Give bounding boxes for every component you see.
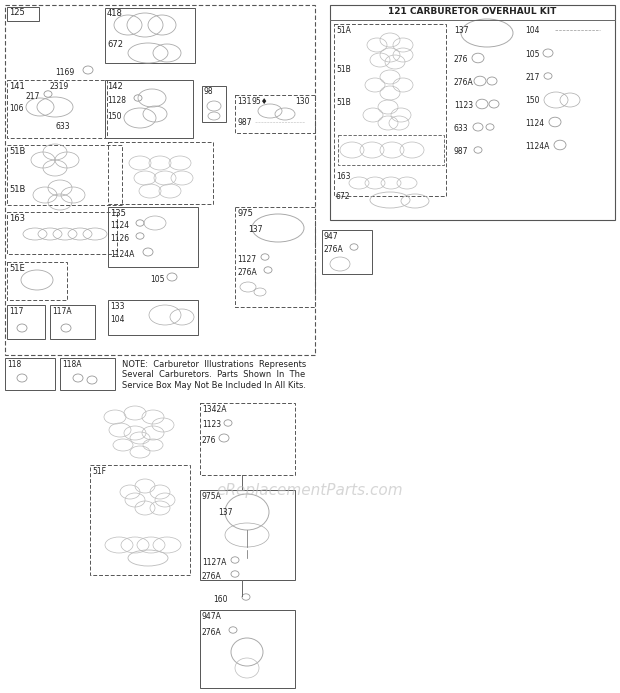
Text: 131: 131 [237,97,251,106]
Text: 975: 975 [237,209,253,218]
Text: 142: 142 [107,82,123,91]
Text: 51F: 51F [92,467,106,476]
Text: 672: 672 [336,192,350,201]
Text: 1127A: 1127A [202,558,226,567]
Text: 1124A: 1124A [525,142,549,151]
Text: 1126: 1126 [110,234,129,243]
Text: 137: 137 [454,26,469,35]
Text: 2319: 2319 [50,82,69,91]
Text: 125: 125 [9,8,25,17]
Text: 987: 987 [237,118,252,127]
Bar [338,135,444,165]
Bar [50,305,95,339]
Text: 418: 418 [107,9,123,18]
Text: 947: 947 [324,232,339,241]
Text: 150: 150 [525,96,539,105]
Bar [202,86,226,122]
Bar [200,403,295,475]
Bar [108,142,213,204]
Text: 947A: 947A [202,612,222,621]
Text: 141: 141 [9,82,25,91]
Text: 163: 163 [9,214,25,223]
Bar [105,80,193,138]
Text: 51A: 51A [336,26,351,35]
Bar [90,465,190,575]
Text: 137: 137 [248,225,262,234]
Text: 276A: 276A [237,268,257,277]
Bar [5,5,315,355]
Text: 104: 104 [110,315,125,324]
Bar [200,490,295,580]
Text: 1124A: 1124A [110,250,135,259]
Text: 217: 217 [525,73,539,82]
Text: 130: 130 [295,97,309,106]
Text: 217: 217 [25,92,40,101]
Text: 121 CARBURETOR OVERHAUL KIT: 121 CARBURETOR OVERHAUL KIT [388,7,556,16]
Bar [235,207,315,307]
Text: 276A: 276A [454,78,474,87]
Text: 1123: 1123 [454,101,473,110]
Bar [105,8,195,63]
Text: 276A: 276A [202,628,222,637]
Text: 1124: 1124 [110,221,129,230]
Text: 51B: 51B [336,98,351,107]
Text: 276A: 276A [324,245,343,254]
Text: 276: 276 [202,436,216,445]
Text: 1124: 1124 [525,119,544,128]
Text: 98: 98 [204,87,214,96]
Text: 1128: 1128 [107,96,126,105]
Text: 1123: 1123 [202,420,221,429]
Text: 633: 633 [454,124,469,133]
Text: 975A: 975A [202,492,222,501]
Text: 163: 163 [336,172,350,181]
Text: 135: 135 [110,209,126,218]
Text: 118: 118 [7,360,21,369]
Text: 105: 105 [150,275,164,284]
Bar [108,207,198,267]
Text: 1169: 1169 [55,68,74,77]
Text: 105: 105 [525,50,539,59]
Bar [7,145,122,205]
Text: 117A: 117A [52,307,72,316]
Text: 276A: 276A [202,572,222,581]
Bar [7,80,107,138]
Bar [7,212,117,254]
Text: 104: 104 [525,26,539,35]
Bar [108,300,198,335]
Bar [334,24,446,196]
Text: 1342A: 1342A [202,405,226,414]
Text: 51B: 51B [336,65,351,74]
Bar [5,358,55,390]
Bar [330,5,615,220]
Text: 51E: 51E [9,264,25,273]
Bar [7,7,39,21]
Bar [200,610,295,688]
Text: 160: 160 [213,595,228,604]
Bar [322,230,372,274]
Text: 51B: 51B [9,147,25,156]
Text: 118A: 118A [62,360,81,369]
Text: 276: 276 [454,55,469,64]
Text: 106: 106 [9,104,24,113]
Text: NOTE:  Carburetor  Illustrations  Represents
Several  Carburetors.  Parts  Shown: NOTE: Carburetor Illustrations Represent… [122,360,306,389]
Text: 51B: 51B [9,185,25,194]
Bar [235,95,315,133]
Text: 95♦: 95♦ [252,97,268,106]
Text: 137: 137 [218,508,232,517]
Bar [60,358,115,390]
Bar [7,305,45,339]
Text: eReplacementParts.com: eReplacementParts.com [216,482,404,498]
Text: 633: 633 [55,122,69,131]
Text: 133: 133 [110,302,125,311]
Text: 672: 672 [107,40,123,49]
Bar [7,262,67,300]
Text: 117: 117 [9,307,24,316]
Text: 150: 150 [107,112,122,121]
Text: 1127: 1127 [237,255,256,264]
Text: 987: 987 [454,147,469,156]
